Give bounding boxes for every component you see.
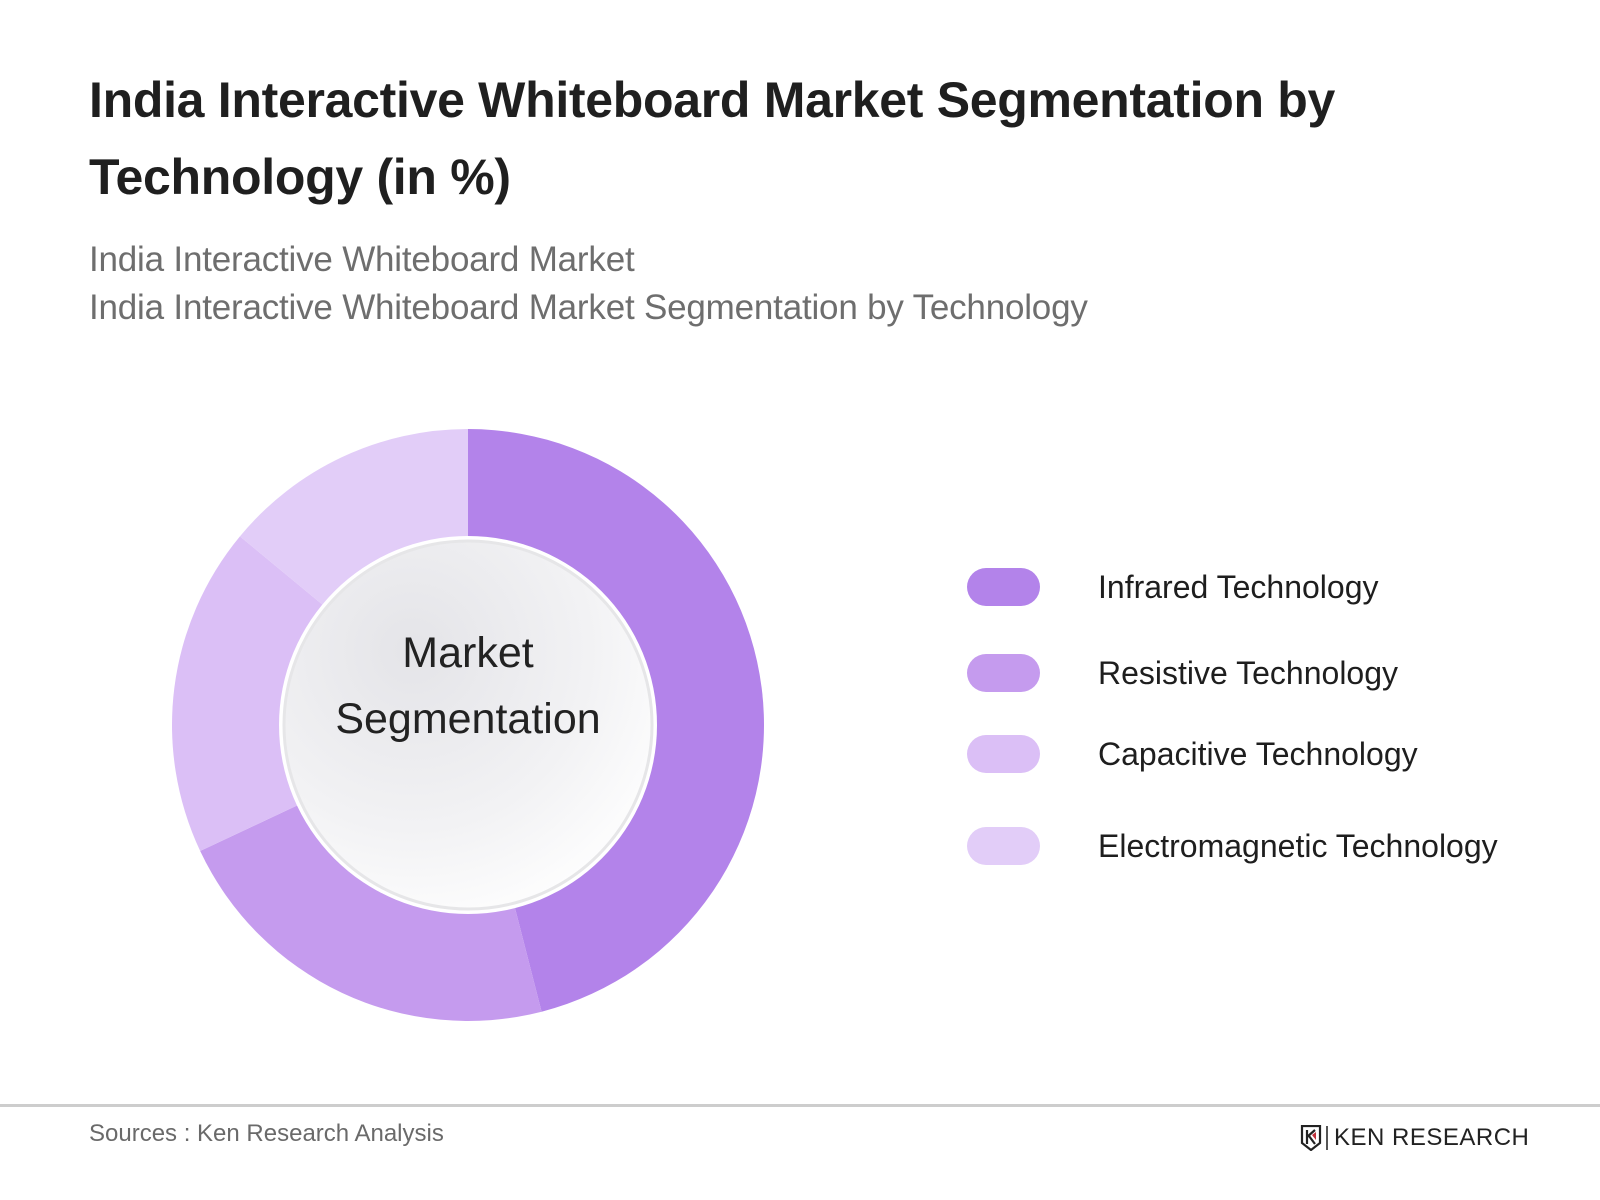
legend-label-resistive: Resistive Technology <box>1098 654 1399 691</box>
ken-research-logo: KEN RESEARCH <box>1300 1124 1529 1152</box>
legend-swatch-infrared <box>967 568 1040 606</box>
chart-title: India Interactive Whiteboard Market Segm… <box>89 72 1336 205</box>
legend-item-capacitive: Capacitive Technology <box>967 735 1418 773</box>
legend-label-infrared: Infrared Technology <box>1098 568 1379 605</box>
legend-label-electromagnetic: Electromagnetic Technology <box>1098 827 1498 864</box>
sources-note: Sources : Ken Research Analysis <box>89 1120 444 1147</box>
center-label-line1: Market <box>402 629 534 677</box>
subtitle-market: India Interactive Whiteboard Market <box>89 240 635 279</box>
center-label: Market Segmentation <box>268 620 668 752</box>
legend-item-resistive: Resistive Technology <box>967 654 1398 692</box>
ken-research-shield-icon <box>1300 1125 1322 1151</box>
donut-chart <box>172 429 765 1021</box>
legend-swatch-electromagnetic <box>967 827 1040 865</box>
legend-label-capacitive: Capacitive Technology <box>1098 735 1418 772</box>
legend-swatch-capacitive <box>967 735 1040 773</box>
center-label-line2: Segmentation <box>335 695 601 743</box>
legend-item-infrared: Infrared Technology <box>967 568 1378 606</box>
subtitle-segmentation: India Interactive Whiteboard Market Segm… <box>89 288 1088 327</box>
brand-name: KEN RESEARCH <box>1334 1124 1530 1151</box>
legend-item-electromagnetic: Electromagnetic Technology <box>967 827 1498 865</box>
footer-divider <box>0 1104 1600 1107</box>
logo-separator <box>1326 1126 1328 1150</box>
legend-swatch-resistive <box>967 654 1040 692</box>
center-disc <box>282 539 654 911</box>
